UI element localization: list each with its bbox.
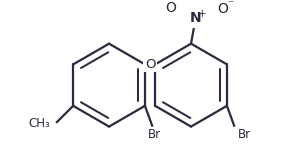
- Text: +: +: [198, 9, 206, 19]
- Text: Br: Br: [147, 128, 161, 141]
- Text: N: N: [190, 11, 201, 25]
- Text: Br: Br: [238, 128, 251, 141]
- Text: O: O: [217, 2, 228, 16]
- Text: O: O: [165, 1, 176, 15]
- Text: CH₃: CH₃: [28, 117, 50, 130]
- Text: ⁻: ⁻: [227, 0, 234, 11]
- Text: O: O: [145, 58, 155, 71]
